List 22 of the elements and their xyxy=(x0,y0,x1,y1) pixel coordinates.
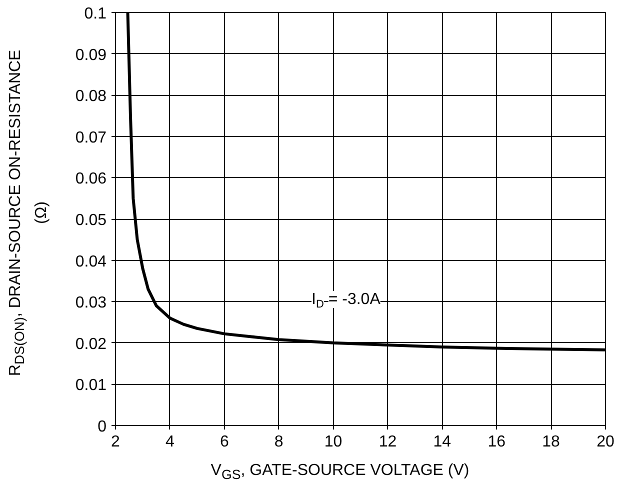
y-tick-label: 0.08 xyxy=(75,88,107,106)
x-tick-label: 14 xyxy=(433,434,452,450)
y-tick-label: 0.02 xyxy=(75,336,107,353)
x-axis-title: V$_{GS}$, GATE-SOURCE VOLTAGE (V) xyxy=(210,461,470,484)
y-tick-label: 0 xyxy=(98,418,107,436)
y-tick-label: 0.09 xyxy=(75,46,107,64)
y-tick-label: 0.06 xyxy=(75,170,107,188)
x-tick-label: 10 xyxy=(324,434,342,450)
x-tick-label: 6 xyxy=(220,434,229,450)
x-tick-label: 4 xyxy=(165,434,174,450)
x-tick-label: 18 xyxy=(542,434,560,450)
x-tick-label: 2 xyxy=(111,434,120,450)
y-tick-label: 0.01 xyxy=(75,377,107,394)
y-tick-label: 0.04 xyxy=(75,253,107,270)
y-tick-label: 0.07 xyxy=(75,129,107,146)
x-tick-label: 8 xyxy=(274,434,284,450)
y-tick-label: 0.03 xyxy=(75,294,107,312)
y-tick-label: 0.1 xyxy=(84,6,107,22)
y-tick-label: 0.05 xyxy=(75,212,107,229)
x-tick-label: 12 xyxy=(378,434,397,450)
x-tick-label: 16 xyxy=(488,434,506,450)
x-tick-label: 20 xyxy=(596,434,614,450)
